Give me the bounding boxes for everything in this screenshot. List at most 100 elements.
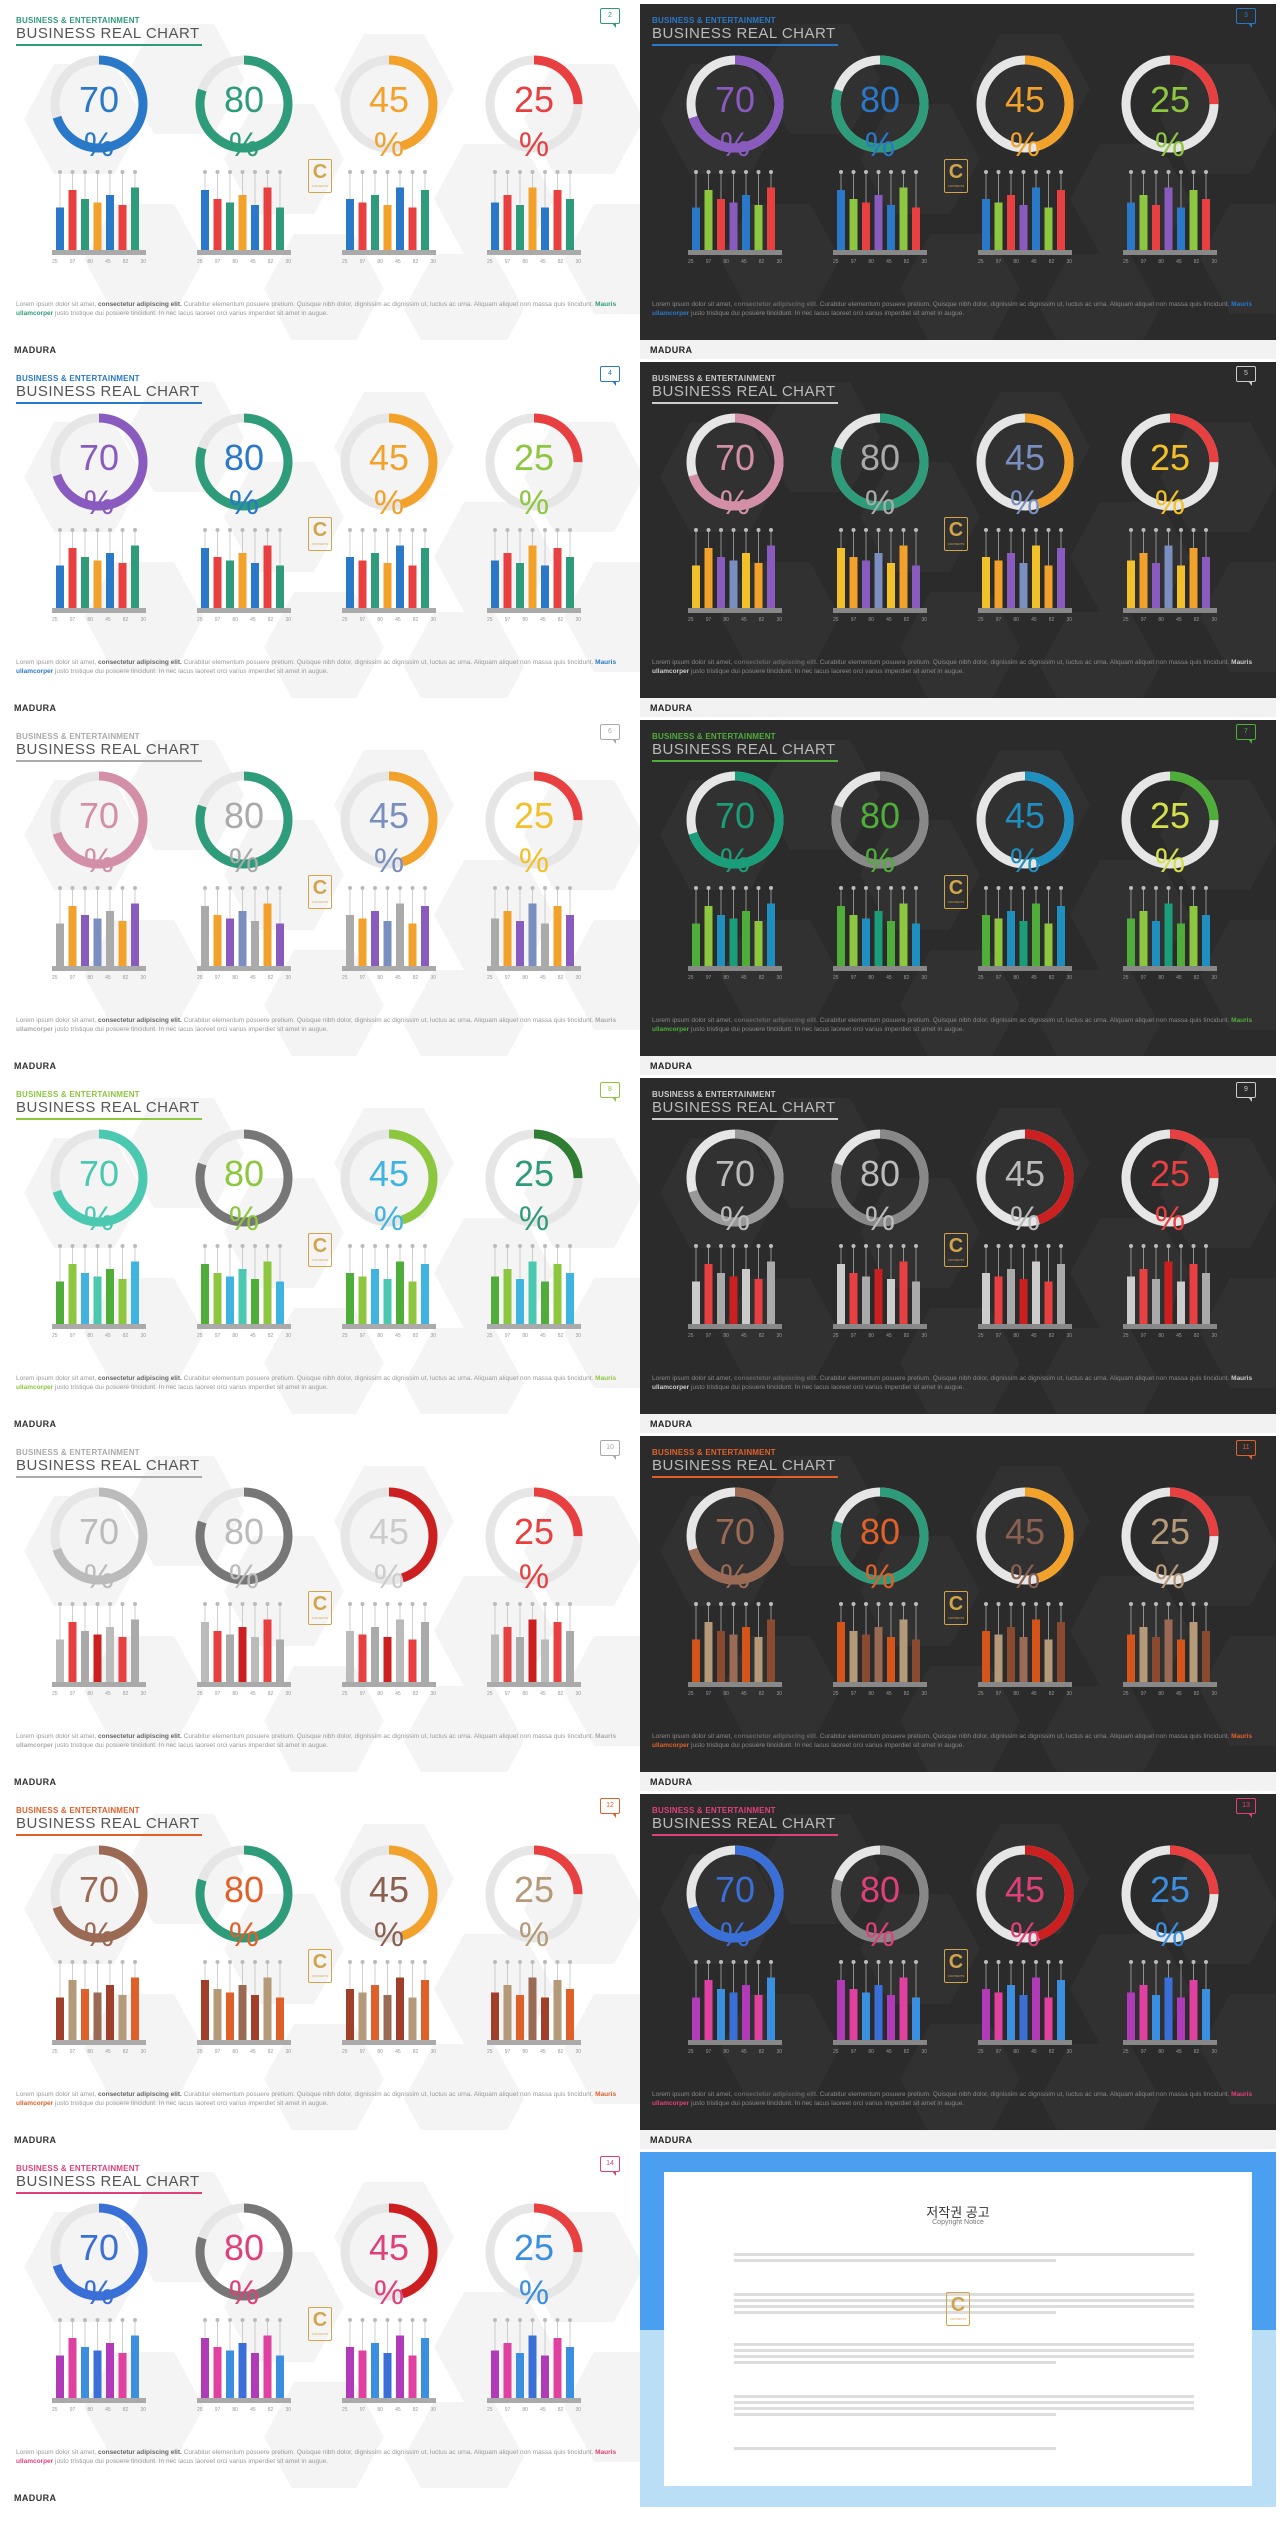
bar-marker-dot [385, 1244, 390, 1248]
mini-bar [1044, 1281, 1053, 1324]
mini-bar [68, 1980, 77, 2040]
mini-bar [251, 1995, 259, 2040]
text-line-placeholder [734, 2259, 1056, 2262]
bar-marker-dot [996, 170, 1001, 174]
mini-bar [1044, 923, 1053, 966]
title-underline [16, 44, 202, 46]
mini-bar [729, 1634, 738, 1682]
title-underline [16, 760, 202, 762]
contents-badge[interactable]: C CONTENTS [308, 2307, 332, 2341]
text-line-placeholder [734, 2401, 1194, 2404]
donut-widget: 25% 25 97 80 45 82 30 [1115, 412, 1225, 652]
tick-label: 25 [197, 617, 203, 623]
slide-13[interactable]: BUSINESS & ENTERTAINMENT BUSINESS REAL CH… [640, 1794, 1276, 2149]
bar-marker-dot [360, 528, 365, 532]
tick-label: 45 [540, 1691, 546, 1697]
contents-badge[interactable]: C CONTENTS [308, 1591, 332, 1625]
bar-marker-dot [756, 1602, 761, 1606]
mini-bar [982, 915, 990, 966]
tick-label: 80 [522, 2049, 528, 2055]
slide-14[interactable]: BUSINESS & ENTERTAINMENT BUSINESS REAL CH… [4, 2152, 640, 2507]
mini-bar [408, 2355, 417, 2398]
contents-badge[interactable]: C CONTENTS [944, 1233, 968, 1267]
bar-marker-dot [58, 170, 62, 174]
tick-label: 97 [995, 2049, 1002, 2055]
slide-kicker: BUSINESS & ENTERTAINMENT [652, 374, 776, 383]
slide-10[interactable]: BUSINESS & ENTERTAINMENT BUSINESS REAL CH… [4, 1436, 640, 1791]
tick-label: 97 [1140, 2049, 1147, 2055]
mini-bar [56, 1639, 64, 1682]
mini-bar [1164, 1619, 1173, 1682]
donut-value: 45 [368, 1869, 410, 1910]
bar-marker-dot [839, 1602, 843, 1606]
mini-bar [566, 1989, 574, 2040]
donut-progress [195, 771, 293, 869]
bar-axis [197, 608, 291, 613]
mini-bar [1202, 1631, 1210, 1682]
tick-label: 82 [412, 1691, 419, 1697]
donut-value: 45 [1004, 79, 1046, 120]
background-hexagon [24, 1138, 144, 1248]
contents-badge[interactable]: C CONTENTS [944, 875, 968, 909]
tick-label: 82 [1193, 975, 1200, 981]
contents-badge[interactable]: C CONTENTS [946, 2292, 970, 2326]
tick-label: 82 [1048, 2049, 1055, 2055]
contents-badge[interactable]: C CONTENTS [308, 1233, 332, 1267]
contents-badge[interactable]: C CONTENTS [944, 1591, 968, 1625]
slide-12[interactable]: BUSINESS & ENTERTAINMENT BUSINESS REAL CH… [4, 1794, 640, 2149]
tick-label: 25 [52, 975, 58, 981]
mini-bar [251, 563, 259, 608]
tick-label: 25 [342, 975, 348, 981]
contents-badge[interactable]: C CONTENTS [308, 159, 332, 193]
bar-marker-dot [95, 1960, 100, 1964]
bar-marker-dot [215, 1244, 220, 1248]
percent-sign: % [373, 842, 405, 880]
slide-5[interactable]: BUSINESS & ENTERTAINMENT BUSINESS REAL CH… [640, 362, 1276, 717]
copyright-slide[interactable]: 저작권 공고 Copyright Notice C CONTENTS [640, 2152, 1276, 2507]
mini-bar [201, 2338, 209, 2398]
contents-badge[interactable]: C CONTENTS [944, 1949, 968, 1983]
bar-tick-labels: 25 97 80 45 82 30 [487, 1333, 581, 1339]
slide-7[interactable]: BUSINESS & ENTERTAINMENT BUSINESS REAL CH… [640, 720, 1276, 1075]
slide-9[interactable]: BUSINESS & ENTERTAINMENT BUSINESS REAL CH… [640, 1078, 1276, 1433]
mini-bar [692, 1281, 700, 1324]
slide-6[interactable]: BUSINESS & ENTERTAINMENT BUSINESS REAL CH… [4, 720, 640, 1075]
slide-11[interactable]: BUSINESS & ENTERTAINMENT BUSINESS REAL CH… [640, 1436, 1276, 1791]
bar-marker-dot [95, 1602, 100, 1606]
slide-2[interactable]: BUSINESS & ENTERTAINMENT BUSINESS REAL CH… [4, 4, 640, 359]
donut-progress [831, 771, 929, 869]
donut-widget: 70% 25 97 80 45 82 30 [680, 1128, 790, 1368]
mini-bar [276, 1997, 284, 2040]
mini-bar [704, 548, 713, 608]
slide-4[interactable]: BUSINESS & ENTERTAINMENT BUSINESS REAL CH… [4, 362, 640, 717]
contents-badge[interactable]: C CONTENTS [308, 1949, 332, 1983]
bar-tick-labels: 25 97 80 45 82 30 [487, 975, 581, 981]
tick-label: 80 [87, 259, 93, 265]
tick-label: 97 [705, 617, 712, 623]
donut-progress [485, 771, 583, 869]
tick-label: 82 [1048, 259, 1055, 265]
slide-3[interactable]: BUSINESS & ENTERTAINMENT BUSINESS REAL CH… [640, 4, 1276, 359]
bar-marker-dot [505, 528, 510, 532]
mini-bar [994, 1634, 1003, 1682]
bar-marker-dot [1191, 528, 1196, 532]
percent-sign: % [719, 1200, 751, 1238]
mini-bar [396, 1261, 404, 1324]
contents-badge[interactable]: C CONTENTS [944, 159, 968, 193]
donut-value: 70 [78, 1511, 120, 1552]
donut-progress [686, 413, 784, 511]
mini-bar [371, 195, 379, 250]
mini-bar [887, 563, 895, 608]
contents-badge[interactable]: C CONTENTS [308, 517, 332, 551]
slide-8[interactable]: BUSINESS & ENTERTAINMENT BUSINESS REAL CH… [4, 1078, 640, 1433]
mini-bar [912, 565, 920, 608]
contents-badge[interactable]: C CONTENTS [944, 517, 968, 551]
lorem-text: Curabitur elementum posuere pretium. Qui… [817, 1375, 1232, 1382]
lorem-text: Curabitur elementum posuere pretium. Qui… [817, 1017, 1232, 1024]
contents-badge[interactable]: C CONTENTS [308, 875, 332, 909]
bar-marker-dot [984, 1244, 988, 1248]
bar-marker-dot [505, 1244, 510, 1248]
mini-bar [742, 195, 750, 250]
lorem-bold: consectetur adipiscing elit. [98, 1733, 182, 1740]
footer-bar [640, 1414, 1276, 1433]
